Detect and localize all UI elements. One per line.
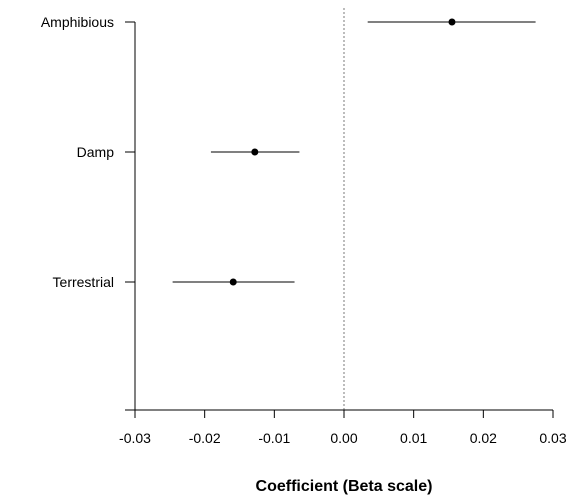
y-category-label: Terrestrial	[53, 274, 114, 290]
x-tick-label: -0.02	[189, 430, 221, 446]
x-tick-label: -0.03	[119, 430, 151, 446]
coefficient-point	[229, 278, 237, 286]
y-axis: Amphibious Damp Terrestrial	[41, 14, 136, 410]
coefficient-point	[251, 148, 259, 156]
x-tick-label: 0.00	[330, 430, 357, 446]
coefficient-point	[448, 18, 456, 26]
x-tick-label: 0.01	[400, 430, 427, 446]
x-tick-label: 0.03	[539, 430, 566, 446]
x-tick-label: -0.01	[258, 430, 290, 446]
x-axis: -0.03 -0.02 -0.01 0.00 0.01 0.02 0.03	[119, 409, 567, 446]
plot-area	[172, 8, 536, 410]
y-category-label: Amphibious	[41, 14, 114, 30]
y-category-label: Damp	[77, 144, 115, 160]
x-axis-title: Coefficient (Beta scale)	[256, 478, 433, 495]
x-tick-label: 0.02	[470, 430, 497, 446]
